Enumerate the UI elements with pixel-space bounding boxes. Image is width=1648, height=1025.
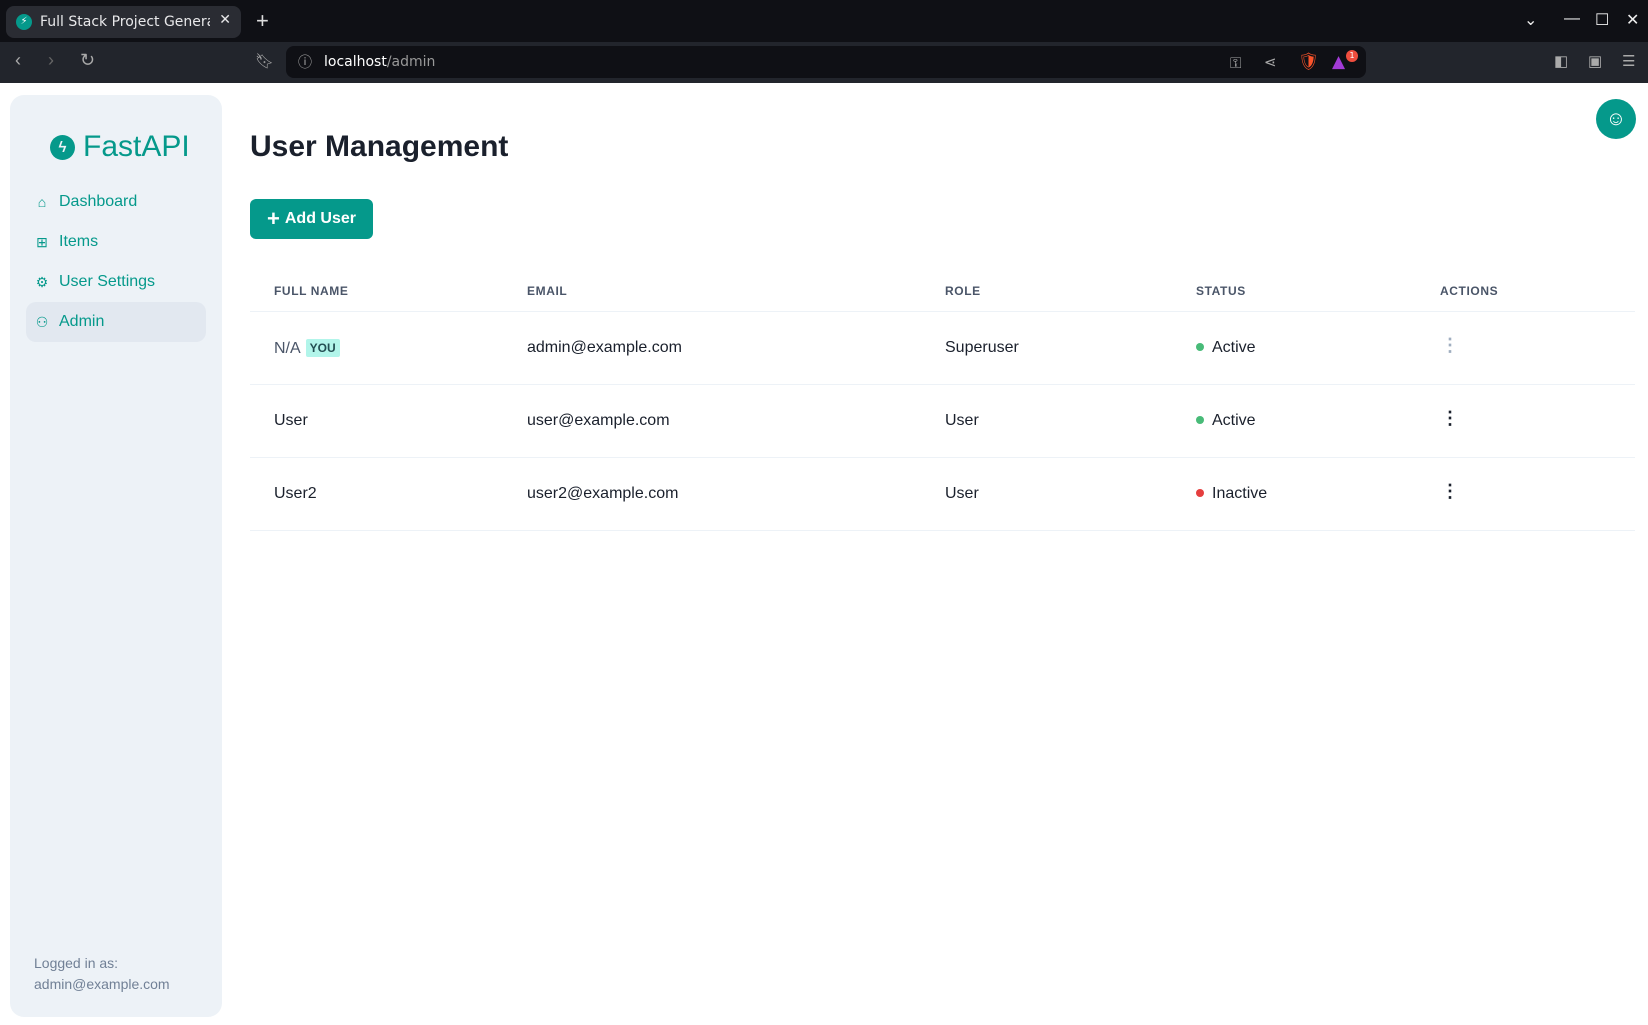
logo-bolt-icon: ϟ <box>50 134 75 160</box>
add-user-button[interactable]: + Add User <box>250 199 373 239</box>
sidebar: ϟ FastAPI ⌂ Dashboard ⊞ Items ⚙ User Setting… <box>10 95 222 1017</box>
email-cell: admin@example.com <box>527 339 682 356</box>
brave-shields-icon[interactable]: 🛡︎ <box>1298 52 1320 72</box>
email-cell: user2@example.com <box>527 485 679 502</box>
page-title: User Management <box>250 130 509 163</box>
full-name: N/A <box>274 340 301 357</box>
maximize-icon[interactable]: ☐ <box>1595 12 1610 29</box>
full-name-cell: User2 <box>274 485 317 502</box>
tab-title: Full Stack Project Generator <box>40 14 210 30</box>
back-icon[interactable]: ‹ <box>15 50 21 70</box>
role-cell: User <box>945 412 979 429</box>
sidebar-item-label: User Settings <box>59 273 156 290</box>
sidebar-item-dashboard[interactable]: ⌂ Dashboard <box>26 182 206 222</box>
browser-toolbar: ‹ › ↻ 🔖︎ ⓘ localhost/admin ⚿ ⋖ 🛡︎ ▲ 1 ◧ … <box>0 42 1648 83</box>
status-dot <box>1196 489 1204 497</box>
menu-icon[interactable]: ☰ <box>1622 53 1636 70</box>
column-header-role: ROLE <box>945 284 981 298</box>
column-header-full-name: FULL NAME <box>274 284 349 298</box>
you-badge: YOU <box>305 339 340 357</box>
notification-badge: 1 <box>1346 50 1358 62</box>
sidebar-item-items[interactable]: ⊞ Items <box>26 222 206 262</box>
add-user-label: Add User <box>284 210 356 227</box>
logged-in-email: admin@example.com <box>34 976 170 992</box>
column-header-status: STATUS <box>1196 284 1246 298</box>
url-path: /admin <box>386 54 436 70</box>
status-dot <box>1196 416 1204 424</box>
user-icon: ☺ <box>1605 108 1627 130</box>
actions-menu-button[interactable]: ⋮ <box>1441 481 1459 501</box>
status-cell: Active <box>1196 339 1256 357</box>
reload-icon[interactable]: ↻ <box>80 50 96 70</box>
address-bar[interactable]: ⓘ localhost/admin ⚿ ⋖ 🛡︎ ▲ 1 <box>286 46 1366 78</box>
status-text: Inactive <box>1212 485 1268 502</box>
sidebar-item-admin[interactable]: ⚇ Admin <box>26 302 206 342</box>
new-tab-icon[interactable]: + <box>256 8 269 33</box>
status-cell: Active <box>1196 412 1256 430</box>
brave-rewards-icon[interactable]: ▲ <box>1332 52 1346 72</box>
table-row: N/A YOU admin@example.com Superuser Activ… <box>250 312 1635 385</box>
logged-in-label: Logged in as: <box>34 955 119 971</box>
sidebar-toggle-icon[interactable]: ◧ <box>1554 53 1569 70</box>
status-cell: Inactive <box>1196 485 1267 503</box>
key-icon[interactable]: ⚿ <box>1230 54 1242 72</box>
column-header-actions: ACTIONS <box>1440 284 1499 298</box>
briefcase-icon: ⊞ <box>36 233 48 250</box>
actions-menu-button[interactable]: ⋮ <box>1441 408 1459 428</box>
info-icon: ⓘ <box>298 55 312 71</box>
status-dot <box>1196 343 1204 351</box>
role-cell: Superuser <box>945 339 1019 356</box>
users-icon: ⚇ <box>35 313 49 330</box>
actions-menu-button[interactable]: ⋮ <box>1441 335 1459 355</box>
url-host: localhost <box>324 54 387 70</box>
table-row: User user@example.com User Active ⋮ <box>250 385 1635 458</box>
users-table: FULL NAME EMAIL ROLE STATUS ACTIONS N/A Y… <box>250 270 1635 531</box>
close-window-icon[interactable]: ✕ <box>1626 12 1640 29</box>
gear-icon: ⚙ <box>35 273 49 290</box>
sidebar-item-label: Admin <box>59 313 105 330</box>
sidebar-item-label: Dashboard <box>59 193 138 210</box>
home-icon: ⌂ <box>37 194 47 210</box>
table-header: FULL NAME EMAIL ROLE STATUS ACTIONS <box>250 270 1635 312</box>
forward-icon[interactable]: › <box>48 50 54 70</box>
fastapi-logo[interactable]: ϟ FastAPI <box>50 130 190 164</box>
plus-icon: + <box>267 206 280 231</box>
logo-text: FastAPI <box>83 130 190 163</box>
full-name-cell: User <box>274 412 308 429</box>
wallet-icon[interactable]: ▣ <box>1588 53 1603 70</box>
fastapi-favicon-icon: ⚡ <box>16 14 32 30</box>
role-cell: User <box>945 485 979 502</box>
status-text: Active <box>1212 412 1256 429</box>
full-name-cell: N/A YOU <box>274 339 340 358</box>
sidebar-item-user-settings[interactable]: ⚙ User Settings <box>26 262 206 302</box>
browser-tab[interactable]: ⚡ Full Stack Project Generator ✕ <box>6 6 241 38</box>
table-row: User2 user2@example.com User Inactive ⋮ <box>250 458 1635 531</box>
close-tab-icon[interactable]: ✕ <box>219 12 231 28</box>
email-cell: user@example.com <box>527 412 670 429</box>
user-menu-avatar[interactable]: ☺ <box>1596 99 1636 139</box>
share-icon[interactable]: ⋖ <box>1264 53 1277 71</box>
browser-tab-bar: ⚡ Full Stack Project Generator ✕ + ⌄ — ☐… <box>0 0 1648 42</box>
status-text: Active <box>1212 339 1256 356</box>
tab-list-chevron-icon[interactable]: ⌄ <box>1524 12 1538 29</box>
logged-in-info: Logged in as: admin@example.com <box>34 953 170 995</box>
sidebar-item-label: Items <box>59 233 99 250</box>
minimize-icon[interactable]: — <box>1564 10 1580 27</box>
bookmark-icon[interactable]: 🔖︎ <box>255 53 275 70</box>
column-header-email: EMAIL <box>527 284 568 298</box>
